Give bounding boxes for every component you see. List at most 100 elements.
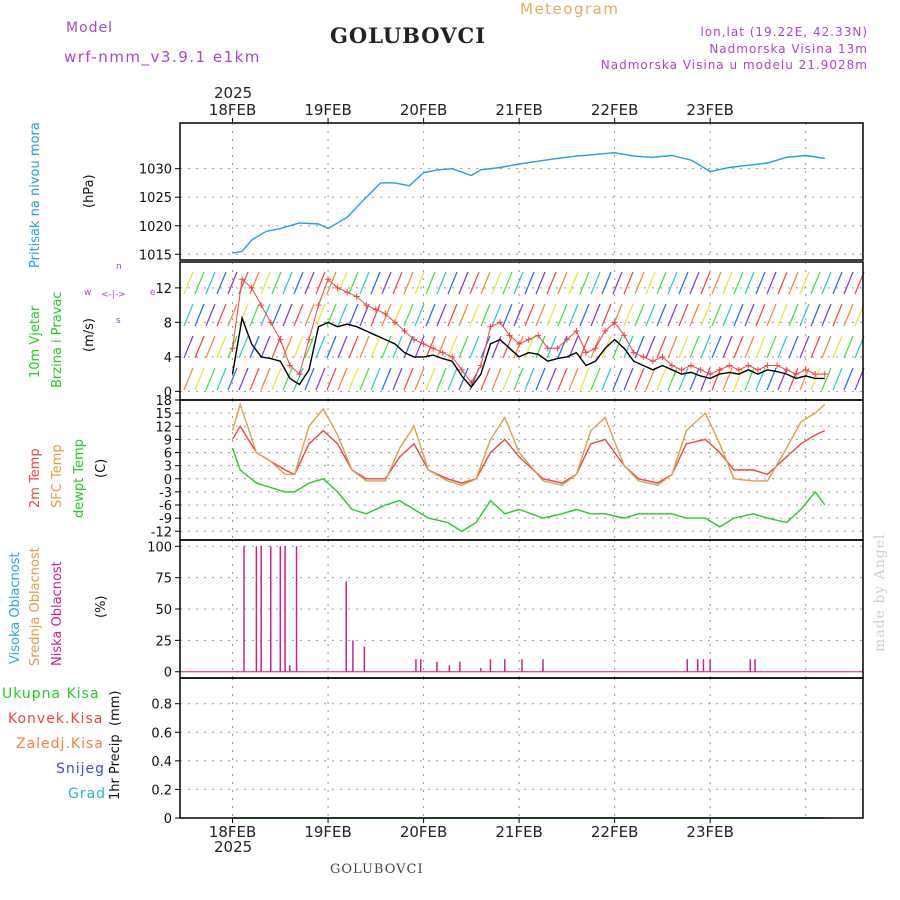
wind-ytick-label: 8 (164, 316, 172, 331)
wind-gust-marker (535, 332, 542, 339)
wind-barb (216, 303, 227, 327)
temperature-ytick-label: 12 (155, 420, 172, 435)
wind-barb (656, 367, 667, 391)
wind-gust-marker (630, 349, 637, 356)
wind-gust-marker (487, 323, 494, 330)
wind-barb (722, 303, 733, 327)
wind-barb (821, 367, 832, 391)
wind-barb (293, 335, 304, 359)
wind-gust-line (232, 278, 825, 384)
wind-barb (458, 367, 469, 391)
wind-gust-marker (716, 366, 723, 373)
date-tick-top: 21FEB (495, 101, 542, 119)
wind-barb (722, 271, 733, 295)
wind-barb (447, 303, 458, 327)
wind-barb (755, 271, 766, 295)
wind-barb (810, 271, 821, 295)
wind-barb (227, 367, 238, 391)
wind-barb (414, 367, 425, 391)
wind-gust-marker (344, 289, 351, 296)
wind-gust-marker (391, 319, 398, 326)
wind-barb (183, 303, 194, 327)
wind-barb (689, 367, 700, 391)
credit-text: made by Angel (872, 533, 888, 653)
wind-barb (711, 335, 722, 359)
wind-barb (623, 335, 634, 359)
wind-barb (557, 303, 568, 327)
wind-barb (403, 303, 414, 327)
wind-barb (832, 335, 843, 359)
precipitation-ytick-label: 0.2 (151, 783, 172, 798)
wind-barb (348, 271, 359, 295)
wind-barb (326, 367, 337, 391)
wind-gust-marker (745, 362, 752, 369)
wind-gust-marker (258, 302, 265, 309)
wind-barb (260, 367, 271, 391)
wind-barb (590, 271, 601, 295)
compass-w: w (84, 288, 92, 298)
wind-barb (744, 335, 755, 359)
wind-gust-marker (468, 379, 475, 386)
wind-barb (315, 335, 326, 359)
wind-barb (502, 367, 513, 391)
cloud-ytick-label: 75 (155, 572, 172, 587)
temperature-frame (179, 399, 864, 541)
temperature-ytick-label: 0 (164, 473, 172, 488)
temperature-ytick-label: 15 (155, 407, 172, 422)
wind-barb (733, 367, 744, 391)
wind-gust-marker (821, 371, 828, 378)
wind-barb (590, 367, 601, 391)
temperature-ytick-label: -12 (151, 525, 172, 540)
wind-barb (843, 271, 854, 295)
wind-barb (700, 271, 711, 295)
wind-barb (777, 335, 788, 359)
cloud-frame (179, 539, 864, 679)
wind-barb (755, 303, 766, 327)
legend-grad: Grad (68, 786, 107, 802)
wind-barb (733, 271, 744, 295)
wind-barb (601, 367, 612, 391)
wind-gust-marker (649, 358, 656, 365)
wind-barb (601, 271, 612, 295)
wind-gust-marker (812, 371, 819, 378)
wind-gust-marker (783, 366, 790, 373)
wind-barb (370, 303, 381, 327)
high-cloud-label: Visoka Oblacnost (8, 552, 23, 664)
wind-barb (568, 367, 579, 391)
wind-ytick-label: 12 (155, 282, 172, 297)
wind-barb (271, 367, 282, 391)
pressure-line (232, 151, 825, 254)
wind-barb (623, 271, 634, 295)
wind-barb (788, 303, 799, 327)
wind-barb (260, 271, 271, 295)
wind-barb (634, 303, 645, 327)
wind-barb (447, 271, 458, 295)
wind-gust-marker (363, 302, 370, 309)
wind-barb (359, 367, 370, 391)
precipitation-ytick-label: 0.8 (151, 698, 172, 713)
date-tick-top: 23FEB (686, 101, 733, 119)
cloud-unit: (%) (94, 595, 109, 619)
wind-barb (403, 271, 414, 295)
wind-barb (700, 303, 711, 327)
wind-barb (810, 335, 821, 359)
wind-barb (370, 367, 381, 391)
temperature-ytick-label: 9 (164, 433, 172, 448)
sfctemp-label: SFC Temp (50, 444, 65, 508)
wind-gust-marker (334, 284, 341, 291)
date-tick-top: 19FEB (304, 101, 351, 119)
lonlat-text: lon,lat (19.22E, 42.33N) (700, 25, 868, 39)
low-cloud-label: Niska Oblacnost (50, 561, 65, 666)
date-tick-bottom: 18FEB (209, 823, 256, 841)
wind-barb (205, 335, 216, 359)
wind-barb (557, 271, 568, 295)
wind-barb (458, 271, 469, 295)
station-title: GOLUBOVCI (330, 23, 487, 48)
model-label: Model (66, 20, 114, 36)
wind-gust-marker (525, 336, 532, 343)
wind-barb (392, 271, 403, 295)
legend-zaledj-kisa: Zaledj.Kisa (16, 736, 104, 752)
wind-barb (480, 367, 491, 391)
wind-gust-marker (668, 362, 675, 369)
